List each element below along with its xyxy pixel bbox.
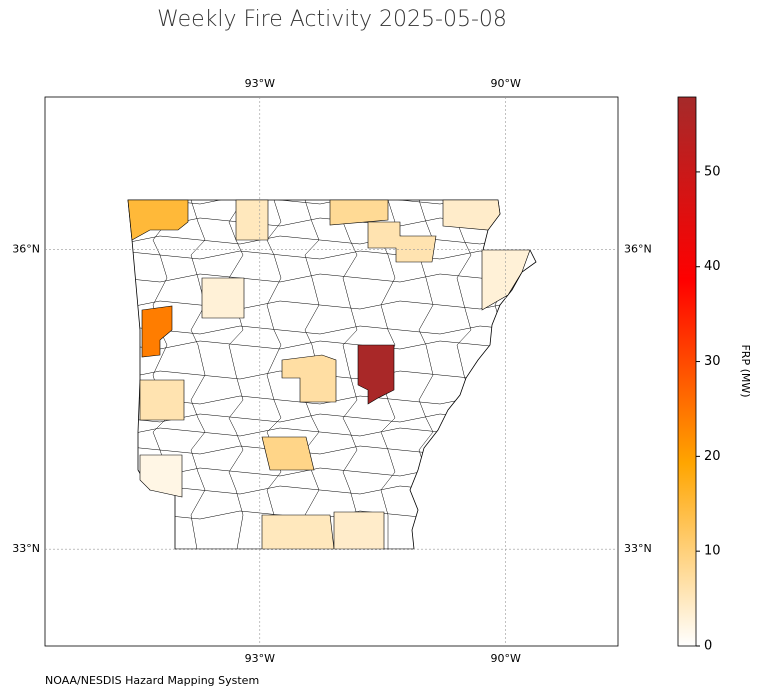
lat-label-right: 33°N: [624, 542, 652, 555]
county: [357, 344, 395, 405]
county-line: [228, 200, 244, 549]
county: [261, 514, 335, 550]
county: [141, 305, 173, 358]
colorbar: [677, 96, 697, 647]
county: [442, 199, 501, 231]
colorbar-tick-label: 40: [704, 259, 721, 274]
map-title: Weekly Fire Activity 2025-05-08: [157, 7, 507, 32]
county-line: [128, 427, 521, 437]
county: [333, 511, 385, 550]
county: [139, 454, 183, 498]
county-line: [128, 235, 521, 245]
county: [281, 354, 337, 403]
colorbar-tick-label: 50: [704, 164, 721, 179]
county-line: [128, 340, 521, 350]
colorbar-tick-label: 0: [704, 639, 712, 654]
county: [235, 199, 269, 241]
county: [127, 199, 189, 241]
county-line: [128, 445, 521, 455]
colorbar-tick-label: 10: [704, 544, 721, 559]
lat-label-left: 36°N: [12, 243, 40, 256]
county-line: [494, 200, 510, 549]
colorbar-label: FRP (MW): [739, 344, 752, 397]
county-line: [342, 200, 358, 549]
county-line: [128, 300, 521, 310]
lon-label-bottom: 93°W: [245, 652, 275, 665]
lat-label-left: 33°N: [12, 542, 40, 555]
lon-label-top: 93°W: [245, 77, 275, 90]
lon-label-top: 90°W: [491, 77, 521, 90]
county-line: [152, 200, 168, 549]
colorbar-tick-label: 20: [704, 449, 721, 464]
map-frame: [44, 96, 619, 647]
county-line: [190, 200, 206, 549]
county: [201, 277, 245, 319]
county: [329, 199, 389, 226]
county-line: [128, 250, 521, 260]
lat-label-right: 36°N: [624, 243, 652, 256]
county: [139, 379, 185, 421]
county: [367, 221, 437, 263]
county-line: [128, 273, 521, 283]
county-line: [128, 325, 521, 335]
county: [261, 436, 315, 471]
colorbar-tick-label: 30: [704, 354, 721, 369]
lon-label-bottom: 90°W: [491, 652, 521, 665]
credit: NOAA/NESDIS Hazard Mapping System: [45, 674, 259, 687]
county-line: [266, 200, 282, 549]
county-line: [456, 200, 472, 549]
county: [481, 249, 531, 311]
